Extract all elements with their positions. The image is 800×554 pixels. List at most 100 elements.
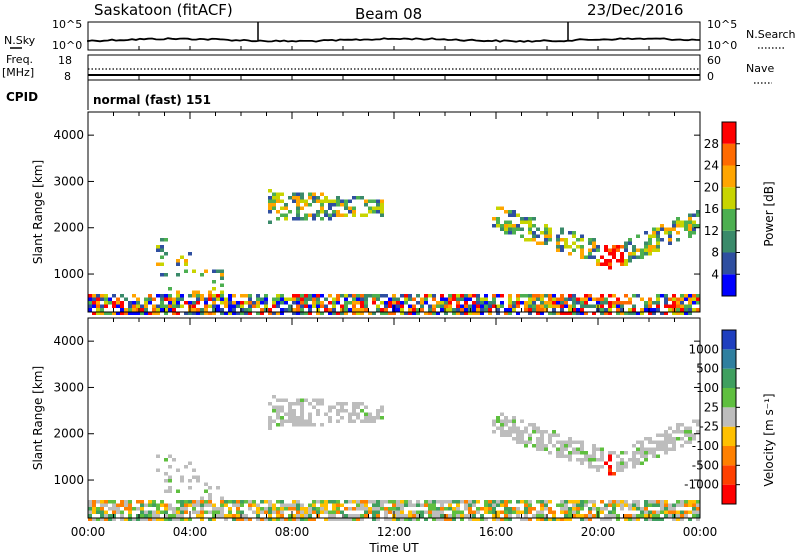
echo-cell <box>632 304 636 308</box>
echo-cell <box>656 433 660 437</box>
echo-cell <box>576 503 580 507</box>
echo-cell <box>580 451 584 455</box>
echo-cell <box>500 426 504 430</box>
echo-cell <box>528 503 532 507</box>
echo-cell <box>620 262 624 266</box>
echo-cell <box>496 517 500 521</box>
echo-cell <box>104 503 108 507</box>
echo-cell <box>144 311 148 315</box>
echo-cell <box>264 510 268 514</box>
echo-cell <box>288 507 292 511</box>
echo-cell <box>524 238 528 242</box>
echo-cell <box>436 517 440 521</box>
echo-cell <box>584 514 588 518</box>
echo-cell <box>216 510 220 514</box>
echo-cell <box>316 210 320 214</box>
echo-cell <box>308 294 312 298</box>
echo-cell <box>308 419 312 423</box>
echo-cell <box>564 440 568 444</box>
echo-cell <box>308 297 312 301</box>
echo-cell <box>540 297 544 301</box>
echo-cell <box>512 419 516 423</box>
echo-cell <box>592 454 596 458</box>
echo-cell <box>508 231 512 235</box>
echo-cell <box>164 507 168 511</box>
echo-cell <box>220 503 224 507</box>
echo-cell <box>652 517 656 521</box>
echo-cell <box>312 503 316 507</box>
echo-cell <box>620 451 624 455</box>
colorbar-segment <box>722 407 736 427</box>
echo-cell <box>500 503 504 507</box>
echo-cell <box>324 412 328 416</box>
echo-cell <box>396 297 400 301</box>
echo-cell <box>572 301 576 305</box>
echo-cell <box>668 227 672 231</box>
echo-cell <box>216 514 220 518</box>
echo-cell <box>540 301 544 305</box>
echo-cell <box>92 517 96 521</box>
echo-cell <box>656 245 660 249</box>
echo-cell <box>160 301 164 305</box>
echo-cell <box>376 206 380 210</box>
echo-cell <box>448 308 452 312</box>
echo-cell <box>660 227 664 231</box>
echo-cell <box>496 224 500 228</box>
echo-cell <box>524 507 528 511</box>
echo-cell <box>272 510 276 514</box>
echo-cell <box>312 304 316 308</box>
echo-cell <box>132 304 136 308</box>
echo-cell <box>520 433 524 437</box>
echo-cell <box>668 308 672 312</box>
echo-cell <box>576 297 580 301</box>
echo-cell <box>592 447 596 451</box>
nave-label: Nave <box>746 62 774 75</box>
echo-cell <box>508 301 512 305</box>
echo-cell <box>208 517 212 521</box>
velocity-colorbar-tick-label: -100 <box>692 439 719 453</box>
echo-cell <box>300 311 304 315</box>
echo-cell <box>160 304 164 308</box>
echo-cell <box>284 297 288 301</box>
echo-cell <box>564 454 568 458</box>
echo-cell <box>124 503 128 507</box>
echo-cell <box>620 503 624 507</box>
echo-cell <box>408 304 412 308</box>
echo-cell <box>596 262 600 266</box>
echo-cell <box>228 294 232 298</box>
echo-cell <box>232 500 236 504</box>
echo-cell <box>356 308 360 312</box>
echo-cell <box>232 308 236 312</box>
echo-cell <box>652 440 656 444</box>
echo-cell <box>552 311 556 315</box>
echo-cell <box>268 402 272 406</box>
echo-cell <box>624 503 628 507</box>
power-colorbar-tick-label: 24 <box>704 159 719 173</box>
echo-cell <box>296 510 300 514</box>
echo-cell <box>536 308 540 312</box>
echo-cell <box>288 517 292 521</box>
echo-cell <box>612 507 616 511</box>
echo-cell <box>504 500 508 504</box>
echo-cell <box>660 503 664 507</box>
echo-cell <box>196 503 200 507</box>
echo-cell <box>412 311 416 315</box>
velocity-panel <box>87 317 701 521</box>
echo-cell <box>500 419 504 423</box>
echo-cell <box>644 248 648 252</box>
echo-cell <box>240 294 244 298</box>
echo-cell <box>336 297 340 301</box>
echo-cell <box>504 416 508 420</box>
echo-cell <box>208 493 212 497</box>
velocity-ylabel: Slant Range [km] <box>31 366 45 470</box>
echo-cell <box>296 213 300 217</box>
echo-cell <box>348 308 352 312</box>
echo-cell <box>100 517 104 521</box>
echo-cell <box>128 301 132 305</box>
echo-cell <box>196 479 200 483</box>
echo-cell <box>540 241 544 245</box>
echo-cell <box>288 503 292 507</box>
echo-cell <box>564 301 568 305</box>
echo-cell <box>544 227 548 231</box>
echo-cell <box>456 503 460 507</box>
